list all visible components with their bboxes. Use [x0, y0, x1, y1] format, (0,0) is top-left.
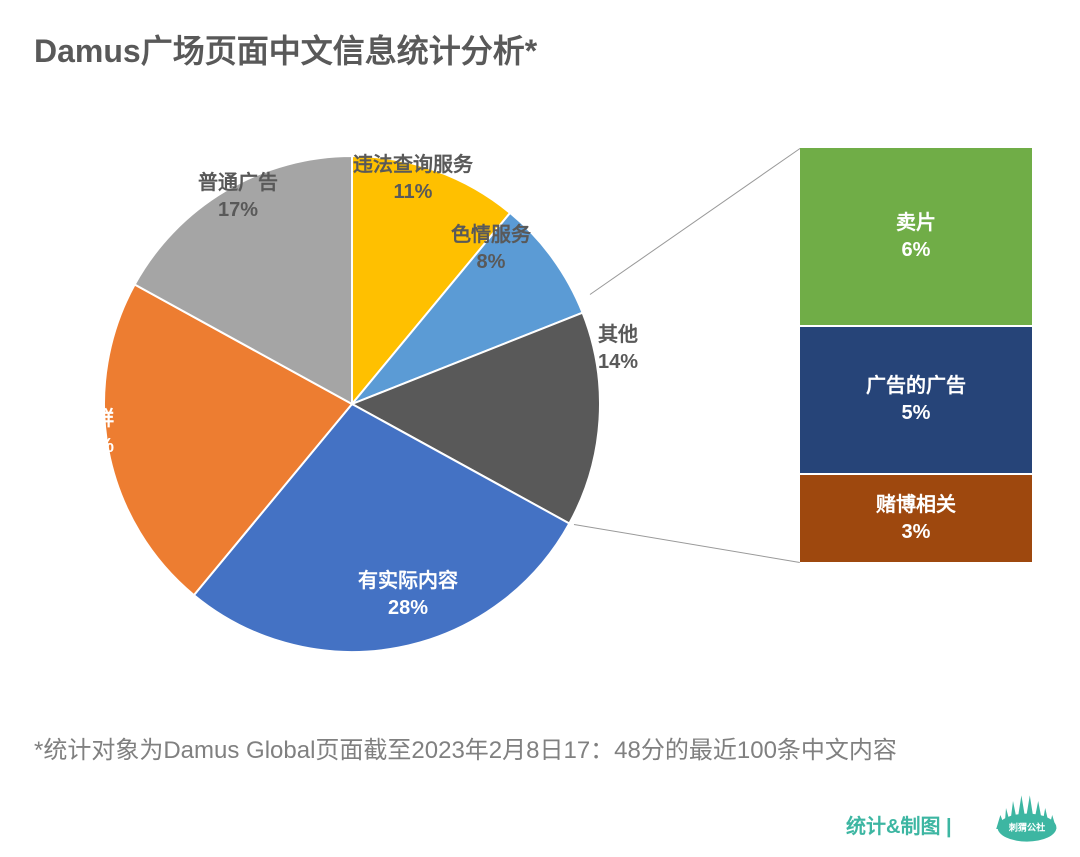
slice-name: 色情服务 [451, 224, 531, 246]
pie-slice-label: 其他 14% [598, 322, 638, 376]
slice-name: 违法查询服务 [353, 154, 473, 176]
breakout-segment: 广告的广告5% [800, 325, 1032, 473]
slice-pct: 17% [218, 199, 258, 221]
segment-pct: 6% [902, 237, 931, 264]
segment-name: 广告的广告 [866, 373, 966, 400]
pie-slice-label: 违法查询服务 11% [353, 152, 473, 206]
slice-name: 有实际内容 [358, 570, 458, 592]
pie-slice-label: 拉群 22% [74, 406, 114, 460]
pie-slice-label: 色情服务 8% [451, 222, 531, 276]
slice-pct: 8% [477, 251, 506, 273]
hedgehog-logo: 刺猬公社 [992, 785, 1062, 845]
segment-pct: 5% [902, 400, 931, 427]
breakout-bar: 卖片6%广告的广告5%赌博相关3% [800, 148, 1032, 562]
breakout-segment: 赌博相关3% [800, 473, 1032, 562]
svg-text:刺猬公社: 刺猬公社 [1008, 821, 1045, 832]
segment-name: 赌博相关 [876, 492, 956, 519]
slice-pct: 22% [74, 435, 114, 457]
slice-pct: 11% [394, 181, 433, 203]
pie-slice-label: 有实际内容 28% [358, 568, 458, 622]
segment-name: 卖片 [896, 210, 936, 237]
slice-pct: 14% [598, 351, 638, 373]
breakout-segment: 卖片6% [800, 148, 1032, 325]
credit-text: 统计&制图 | [846, 810, 952, 839]
segment-pct: 3% [902, 519, 931, 546]
footnote-text: *统计对象为Damus Global页面截至2023年2月8日17：48分的最近… [34, 730, 897, 765]
slice-pct: 28% [388, 597, 428, 619]
slice-name: 普通广告 [198, 172, 278, 194]
pie-slice-label: 普通广告 17% [198, 170, 278, 224]
slice-name: 其他 [598, 324, 638, 346]
slice-name: 拉群 [74, 408, 114, 430]
